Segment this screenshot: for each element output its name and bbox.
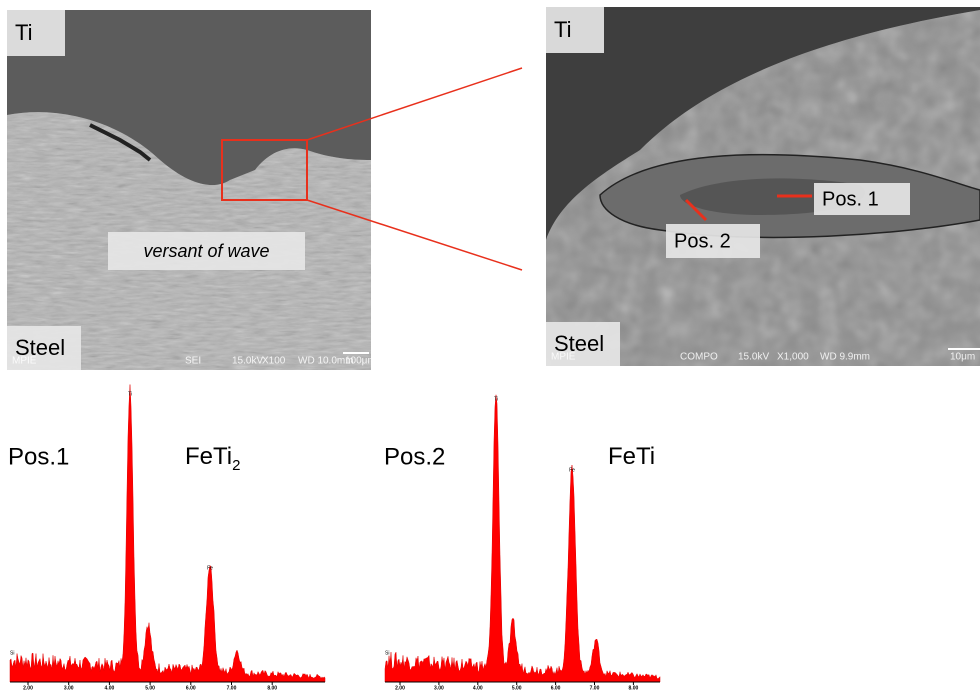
- phase-label: FeTi: [608, 443, 655, 470]
- footer-text: 10μm: [950, 352, 975, 363]
- spectrum: [385, 395, 660, 682]
- phase-label: FeTi2: [185, 443, 240, 474]
- page: {"left_image": {"top_label": "Ti", "bott…: [0, 0, 980, 691]
- peak-label: Si: [385, 650, 389, 656]
- axis-tick-label: 8.00: [267, 685, 277, 691]
- footer-text: MPIE: [551, 352, 576, 363]
- top-label: Ti: [15, 20, 33, 45]
- axis-tick-label: 6.00: [551, 685, 561, 691]
- peak-label: Fe: [207, 565, 213, 571]
- footer-text: 15.0kV: [232, 356, 263, 367]
- top-label: Ti: [554, 17, 572, 42]
- footer-text: X1,000: [777, 352, 809, 363]
- footer-text: SEI: [185, 356, 201, 367]
- footer-text: X100: [262, 356, 286, 367]
- axis-tick-label: 7.00: [227, 685, 237, 691]
- axis-tick-label: 4.00: [473, 685, 483, 691]
- axis-tick-label: 7.00: [590, 685, 600, 691]
- position-label: Pos.1: [8, 443, 69, 470]
- peak-label: Fe: [569, 467, 575, 473]
- axis-tick-label: 4.00: [105, 685, 115, 691]
- marker-label: Pos. 2: [674, 230, 731, 252]
- footer-text: COMPO: [680, 352, 718, 363]
- footer-text: 15.0kV: [738, 352, 769, 363]
- peak-label: Ti: [128, 391, 132, 397]
- footer-text: WD 9.9mm: [820, 352, 870, 363]
- figure: TiSteelversant of waveMPIESEI15.0kVX100W…: [0, 0, 980, 691]
- marker-label: Pos. 1: [822, 188, 879, 210]
- phase-formula: FeTi: [185, 443, 232, 470]
- footer-text: 100μm: [345, 356, 376, 367]
- phase-subscript: 2: [232, 457, 240, 474]
- peak-label: Ti: [494, 396, 498, 402]
- axis-tick-label: 5.00: [145, 685, 155, 691]
- position-label: Pos.2: [384, 443, 445, 470]
- axis-tick-label: 2.00: [395, 685, 405, 691]
- annotation: versant of wave: [143, 241, 269, 261]
- axis-tick-label: 8.00: [629, 685, 639, 691]
- footer-text: MPIE: [12, 356, 37, 367]
- spectrum: [10, 385, 325, 683]
- phase-formula: FeTi: [608, 443, 655, 470]
- axis-tick-label: 6.00: [186, 685, 196, 691]
- axis-tick-label: 3.00: [64, 685, 74, 691]
- axis-tick-label: 5.00: [512, 685, 522, 691]
- axis-tick-label: 2.00: [23, 685, 33, 691]
- peak-label: Si: [10, 650, 14, 656]
- axis-tick-label: 3.00: [434, 685, 444, 691]
